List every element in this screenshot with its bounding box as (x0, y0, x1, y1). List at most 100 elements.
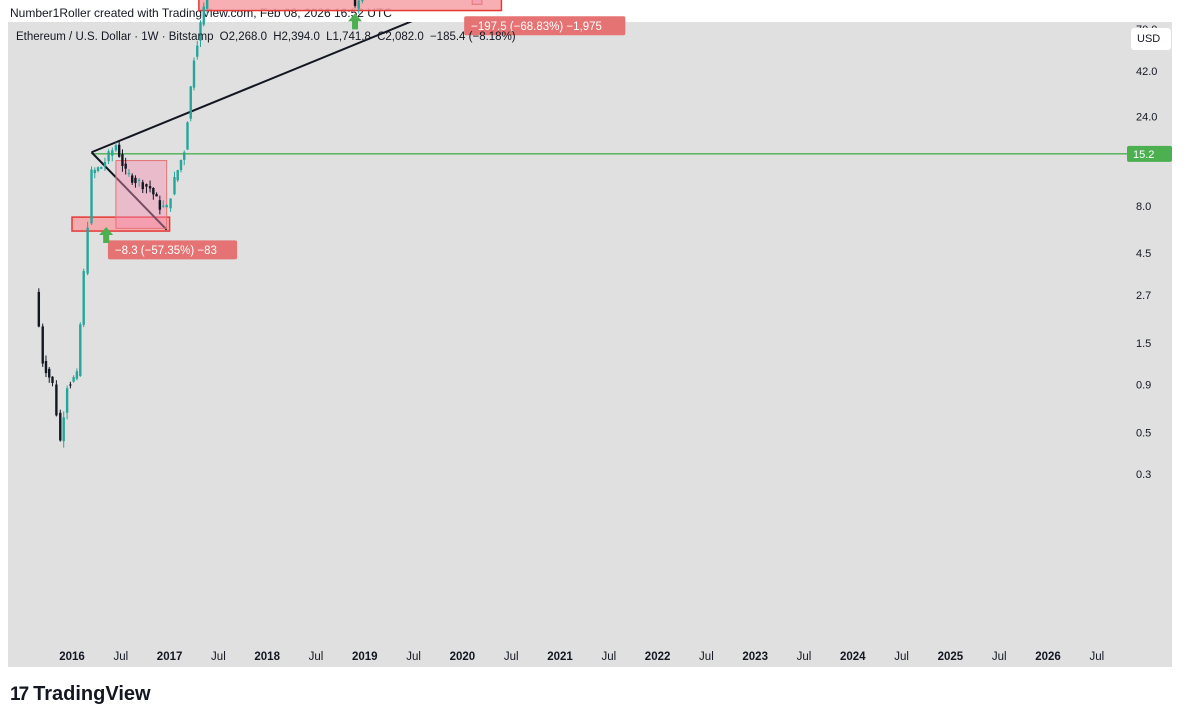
candle-body (79, 324, 82, 376)
y-tick-label: 42.0 (1136, 66, 1157, 78)
drawdown-label-2: −197.5 (−68.83%) −1,975 (471, 21, 602, 33)
candle-body (62, 417, 65, 442)
x-tick-label: 2021 (547, 651, 573, 663)
candle-body (155, 194, 158, 197)
candle-body (192, 60, 196, 88)
candle-body (353, 0, 357, 6)
tradingview-logo[interactable]: 17 TradingView (10, 683, 151, 706)
candle-body (134, 177, 137, 184)
candle-body (357, 0, 360, 9)
drawdown-label-bg-1 (107, 240, 238, 260)
x-tick-label: 2023 (742, 651, 768, 663)
y-tick-label: 0.9 (1136, 379, 1151, 391)
candle-body (82, 271, 85, 325)
x-tick-label: Jul (1089, 651, 1104, 663)
candle-body (103, 161, 107, 167)
candle-body (96, 167, 100, 171)
x-tick-label: Jul (504, 651, 519, 663)
candle-body (59, 412, 62, 441)
candle-body (41, 326, 44, 364)
y-tick-label: 2.7 (1136, 290, 1151, 302)
candle-body (69, 384, 72, 386)
x-tick-label: 2025 (938, 651, 964, 663)
y-tick-label: 0.3 (1136, 469, 1151, 481)
x-tick-label: 2026 (1035, 651, 1061, 663)
candle-body (186, 122, 189, 150)
candle-body (137, 179, 141, 181)
candle-body (90, 169, 93, 224)
candle-body (165, 205, 168, 208)
support-arrow-icon-2 (348, 13, 363, 30)
candle-body (107, 151, 110, 162)
candle-body (100, 167, 103, 169)
candle-body (189, 86, 192, 119)
x-tick-label: 2022 (645, 651, 671, 663)
candle-body (124, 163, 127, 169)
candle-body (114, 145, 118, 151)
x-tick-label: 2017 (157, 651, 183, 663)
x-tick-label: Jul (992, 651, 1007, 663)
candle-body (111, 150, 114, 156)
candle-body (152, 188, 155, 195)
candle-body (179, 159, 183, 171)
drawdown-label-bg-2 (464, 16, 626, 36)
candle-body (173, 177, 176, 195)
x-tick-label: Jul (601, 651, 616, 663)
x-tick-label: Jul (699, 651, 714, 663)
candle-body (55, 384, 58, 416)
support-zone-2 (198, 0, 503, 12)
candle-body (361, 0, 364, 2)
x-tick-label: Jul (894, 651, 909, 663)
chart-area[interactable] (8, 22, 1172, 667)
symbol-legend: Ethereum / U.S. Dollar · 1W · Bitstamp O… (16, 31, 519, 43)
candle-body (93, 169, 96, 174)
candle-body (44, 361, 48, 374)
x-tick-label: Jul (211, 651, 226, 663)
candle-body (145, 184, 148, 187)
candle-body (183, 152, 186, 160)
candle-body (202, 6, 205, 25)
tradingview-logo-icon: 17 (10, 683, 29, 705)
x-tick-label: 2024 (840, 651, 866, 663)
candle-body (158, 200, 162, 210)
change-value: −185.4 (−8.18%) (429, 31, 516, 43)
candle-body (86, 227, 89, 274)
currency-button[interactable]: USD (1131, 28, 1171, 50)
y-tick-label: 4.5 (1136, 248, 1151, 260)
candle-body (121, 154, 124, 166)
candle-body (130, 175, 134, 183)
x-tick-label: 2016 (59, 651, 85, 663)
support-arrow-icon-1 (99, 227, 114, 244)
candle-body (75, 371, 79, 379)
candle-body (196, 45, 199, 57)
candle-body (162, 205, 165, 207)
candle-body (65, 388, 69, 413)
x-tick-label: 2019 (352, 651, 378, 663)
tradingview-wordmark: TradingView (33, 683, 151, 705)
candle-body (141, 182, 144, 190)
close-value: C2,082.0 (377, 31, 424, 43)
x-tick-label: 2020 (450, 651, 476, 663)
x-tick-label: 2018 (254, 651, 280, 663)
trendline-lower-channel (91, 22, 413, 154)
y-tick-label: 24.0 (1136, 112, 1157, 124)
open-value: O2,268.0 (219, 31, 267, 43)
symbol-name: Ethereum / U.S. Dollar · 1W · Bitstamp (16, 31, 214, 43)
price-tag-support-15: 15.2 (1133, 149, 1154, 161)
drawdown-box-1 (115, 160, 168, 229)
y-tick-label: 8.0 (1136, 201, 1151, 213)
candle-body (205, 0, 209, 9)
x-tick-label: Jul (406, 651, 421, 663)
low-value: L1,741.8 (326, 31, 371, 43)
y-tick-label: 0.5 (1136, 427, 1151, 439)
candle-body (148, 186, 152, 189)
support-zone-1 (71, 216, 171, 232)
candle-body (72, 377, 75, 382)
candle-body (176, 170, 179, 181)
y-tick-label: 1.5 (1136, 338, 1151, 350)
candle-body (117, 144, 121, 157)
candle-body (199, 22, 202, 41)
drawdown-box-2 (471, 0, 483, 5)
high-value: H2,394.0 (273, 31, 320, 43)
